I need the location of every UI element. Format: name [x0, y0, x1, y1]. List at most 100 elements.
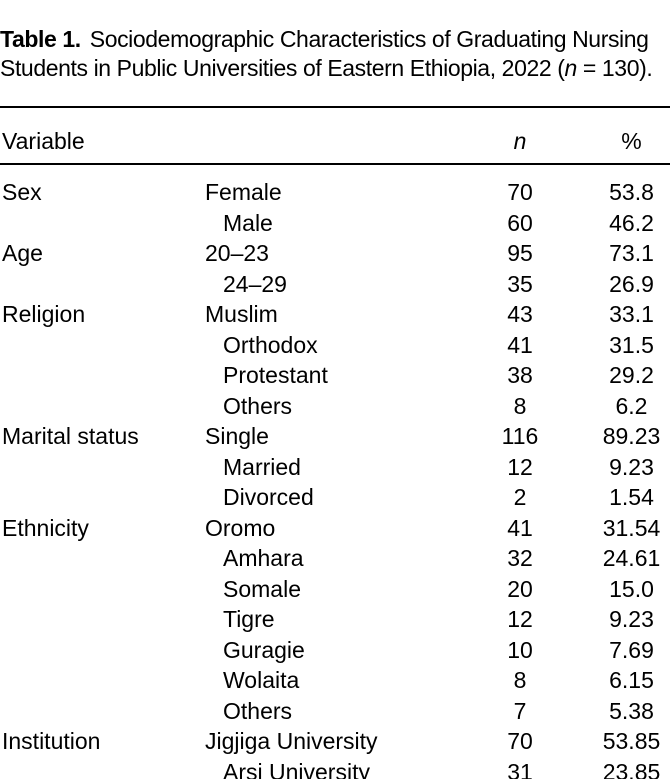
table-row: Amhara 32 24.61 — [0, 543, 670, 574]
category-cell: Orthodox — [223, 331, 318, 358]
category-cell: Male — [223, 209, 273, 236]
variable-cell — [0, 635, 203, 666]
header-row: Variable n % — [0, 107, 670, 165]
table-row: Others 7 5.38 — [0, 696, 670, 727]
category-cell: Others — [223, 697, 293, 724]
column-header-variable: Variable — [0, 107, 455, 165]
n-cell: 116 — [501, 423, 539, 449]
category-cell: Divorced — [223, 484, 314, 510]
percent-cell: 7.69 — [609, 636, 654, 663]
variable-cell — [0, 330, 203, 361]
category-cell: Female — [205, 179, 282, 205]
variable-cell — [0, 360, 203, 391]
table-header: Variable n % — [0, 107, 670, 165]
table-row: 24–29 35 26.9 — [0, 269, 670, 300]
category-cell: Married — [223, 453, 301, 480]
percent-cell: 29.2 — [609, 362, 654, 388]
percent-cell: 26.9 — [609, 270, 654, 297]
variable-cell: Religion — [2, 301, 86, 327]
table-row: Others 8 6.2 — [0, 391, 670, 422]
category-cell: Guragie — [223, 636, 305, 663]
table-row: Guragie 10 7.69 — [0, 635, 670, 666]
category-cell: 20–23 — [205, 240, 269, 266]
percent-cell: 31.5 — [609, 331, 654, 358]
category-cell: Arsi University — [223, 758, 370, 779]
category-cell: Muslim — [205, 301, 278, 327]
n-cell: 95 — [507, 240, 533, 266]
percent-cell: 24.61 — [602, 545, 661, 571]
category-cell: Somale — [223, 575, 301, 602]
column-header-n: n — [455, 107, 585, 165]
percent-cell: 6.15 — [609, 667, 654, 693]
category-cell: Amhara — [223, 545, 304, 571]
n-cell: 70 — [507, 728, 533, 754]
variable-cell — [0, 269, 203, 300]
n-cell: 31 — [507, 758, 533, 779]
percent-cell: 53.85 — [602, 728, 661, 754]
variable-cell: Ethnicity — [2, 514, 89, 541]
variable-cell: Marital status — [2, 423, 139, 449]
variable-cell — [0, 208, 203, 239]
column-header-percent: % — [585, 107, 670, 165]
caption-n-symbol: n — [564, 55, 578, 81]
percent-cell: 5.38 — [609, 697, 654, 724]
percent-cell: 9.23 — [609, 606, 654, 632]
n-cell: 8 — [513, 392, 527, 419]
n-cell: 20 — [507, 575, 533, 602]
variable-cell: Institution — [2, 728, 101, 754]
n-cell: 10 — [507, 636, 533, 663]
category-cell: Tigre — [223, 606, 275, 632]
table-row: Ethnicity Oromo 41 31.54 — [0, 513, 670, 544]
table-row: Marital status Single 116 89.23 — [0, 421, 670, 452]
n-cell: 41 — [507, 514, 533, 541]
percent-cell: 89.23 — [602, 423, 661, 449]
table-row: Protestant 38 29.2 — [0, 360, 670, 391]
percent-cell: 33.1 — [609, 301, 654, 327]
category-cell: Others — [223, 392, 293, 419]
category-cell: 24–29 — [223, 270, 287, 297]
table-caption: Table 1. Sociodemographic Characteristics… — [0, 23, 670, 83]
percent-cell: 53.8 — [609, 179, 654, 205]
table-row: Religion Muslim 43 33.1 — [0, 299, 670, 330]
percent-cell: 73.1 — [609, 240, 654, 266]
percent-cell: 15.0 — [609, 575, 654, 602]
table-row: Arsi University 31 23.85 — [0, 757, 670, 779]
caption-table-number: Table 1. — [0, 26, 81, 52]
variable-cell — [0, 543, 203, 574]
percent-cell: 9.23 — [609, 453, 654, 480]
percent-cell: 6.2 — [615, 392, 648, 419]
percent-cell: 31.54 — [602, 514, 661, 541]
table-row: Male 60 46.2 — [0, 208, 670, 239]
n-cell: 60 — [507, 209, 533, 236]
variable-cell: Age — [2, 240, 43, 266]
category-cell: Single — [205, 423, 269, 449]
variable-cell — [0, 665, 203, 696]
table-row: Married 12 9.23 — [0, 452, 670, 483]
caption-line-2-tail: = 130). — [576, 55, 653, 81]
percent-cell: 1.54 — [609, 484, 654, 510]
table-row: Divorced 2 1.54 — [0, 482, 670, 513]
category-cell: Jigjiga University — [205, 728, 378, 754]
n-cell: 43 — [507, 301, 533, 327]
n-cell: 12 — [507, 453, 533, 480]
table-body: Sex Female 70 53.8 Male 60 46.2 Age 20–2… — [0, 164, 670, 779]
variable-cell — [0, 574, 203, 605]
caption-line-2-text: Students in Public Universities of Easte… — [0, 55, 565, 81]
variable-cell — [0, 452, 203, 483]
n-cell: 8 — [513, 667, 527, 693]
caption-line-2: Students in Public Universities of Easte… — [0, 54, 670, 83]
sociodemographic-table: Variable n % Sex Female 70 53.8 Male 60 … — [0, 106, 670, 779]
n-cell: 41 — [507, 331, 533, 358]
table-row: Age 20–23 95 73.1 — [0, 238, 670, 269]
variable-cell — [0, 757, 203, 779]
n-cell: 38 — [507, 362, 533, 388]
table-row: Somale 20 15.0 — [0, 574, 670, 605]
table-row: Institution Jigjiga University 70 53.85 — [0, 726, 670, 757]
category-cell: Protestant — [223, 362, 328, 388]
n-cell: 12 — [507, 606, 533, 632]
table-row: Tigre 12 9.23 — [0, 604, 670, 635]
percent-cell: 46.2 — [609, 209, 654, 236]
table-row: Orthodox 41 31.5 — [0, 330, 670, 361]
caption-line-1-text: Sociodemographic Characteristics of Grad… — [89, 26, 649, 52]
